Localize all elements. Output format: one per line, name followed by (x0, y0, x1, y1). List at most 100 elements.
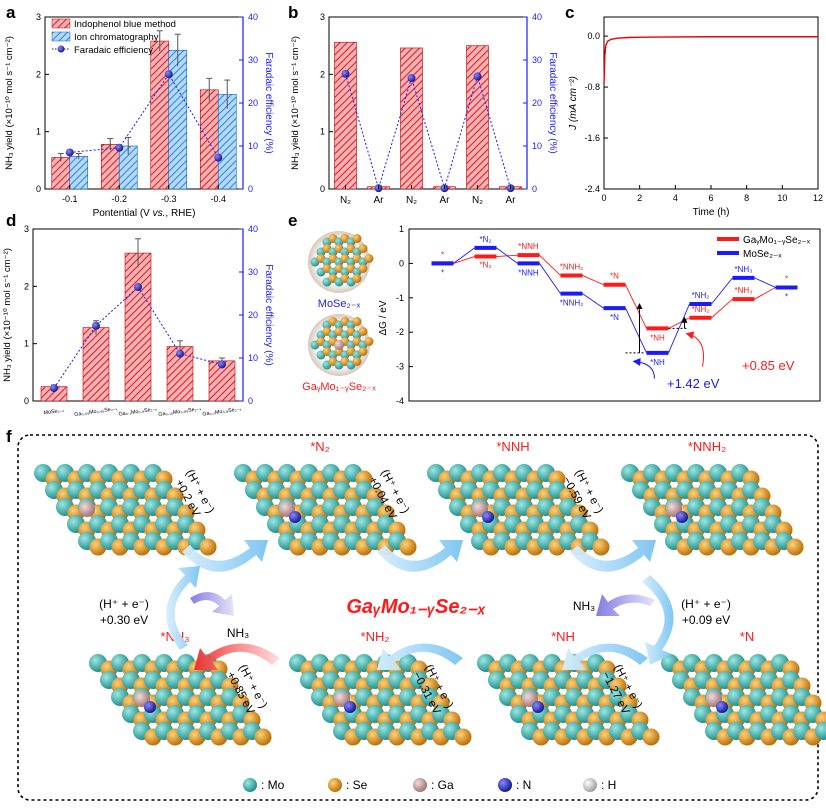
bar (401, 48, 423, 189)
fe-point (115, 144, 123, 152)
x-tick-label: N₂ (472, 195, 483, 206)
fe-point (474, 72, 482, 80)
x-axis-label-vs: vs. (153, 208, 166, 219)
se-atom (400, 539, 417, 556)
annotation-arrow (688, 334, 704, 367)
step-arrow (194, 643, 280, 670)
current-trace (604, 37, 818, 84)
y-tick-label: -2 (396, 327, 404, 337)
legend-label: Faradaic efficiency (74, 45, 153, 56)
y-tick-label: -2.4 (584, 184, 600, 194)
x-tick-label: -0.3 (161, 194, 177, 204)
x-tick-label: 6 (708, 193, 713, 203)
connector (583, 294, 604, 308)
y-tick-label: 0 (24, 396, 29, 406)
y2-tick-label: 40 (532, 12, 542, 22)
slab-model (661, 654, 826, 746)
y-tick-label: 1 (24, 339, 29, 349)
x-tick-label: Ga₀.₁Mo₀.₉Se₂₋ₓ (118, 406, 157, 417)
ga-atom (334, 340, 344, 350)
y-tick-label: 0.0 (587, 31, 600, 41)
fe-point (176, 350, 184, 358)
se-atom (593, 539, 610, 556)
legend-label: Indophenol blue method (74, 19, 176, 30)
legend-label: Ion chromatography (74, 32, 159, 43)
fe-point (50, 384, 58, 392)
chart-e: **N₂*NNH*NNH₂*N*NH*NH₂*NH₃***N₂*NNH*NNH₂… (378, 224, 820, 406)
y-tick-label: -0.8 (584, 82, 600, 92)
y2-axis-label: Faradaic efficiency (%) (263, 264, 274, 366)
legend-label: : N (516, 778, 531, 792)
n-atom (482, 511, 494, 523)
connector (454, 257, 475, 264)
y-axis-label: NH₃ yield (×10⁻¹⁰ mol s⁻¹ cm⁻²) (2, 248, 13, 382)
nh3-release-arrow (596, 594, 655, 616)
n-atom (716, 701, 728, 713)
y2-axis-label: Faradaic efficiency (%) (547, 52, 558, 154)
panel-label-d: d (6, 211, 16, 230)
legend-label: : Se (346, 778, 368, 792)
fe-point (214, 154, 222, 162)
y-tick-label: 1 (36, 127, 41, 137)
se-atom (353, 317, 362, 326)
ga-legend-atom (413, 778, 427, 792)
x-tick-label: Ga₀.₂Mo₀.₈Se₂₋ₓ (202, 406, 242, 417)
fe-point (92, 322, 100, 330)
se-atom (359, 244, 368, 253)
y2-tick-label: 10 (532, 141, 542, 151)
connector (540, 255, 561, 275)
bar (70, 156, 88, 189)
pcet-label: (H⁺ + e⁻) (99, 597, 149, 611)
y-tick-label: 1 (320, 127, 325, 137)
species-label: *NNH₂ (688, 439, 726, 454)
bar (52, 157, 70, 189)
y-tick-label: 0 (36, 184, 41, 194)
connector (712, 299, 733, 318)
y-axis-label: NH₃ yield (×10⁻¹⁰ mol s⁻¹ cm⁻²) (290, 36, 301, 170)
species-label: *NNH₂ (560, 262, 584, 271)
fe-point (218, 360, 226, 368)
y-tick-label: 0 (399, 258, 404, 268)
y2-tick-label: 10 (248, 141, 258, 151)
y2-tick-label: 0 (248, 184, 253, 194)
fe-point (134, 283, 142, 291)
x-tick-label: 2 (637, 193, 642, 203)
annotation-blue: +1.42 eV (667, 376, 720, 391)
x-tick-label: Ar (374, 195, 385, 206)
fe-point (408, 74, 416, 82)
nh3-label: NH₃ (573, 599, 595, 613)
y2-tick-label: 40 (248, 12, 258, 22)
x-tick-label: 12 (813, 193, 823, 203)
bar (151, 41, 169, 189)
se-atom (353, 357, 362, 366)
panel-label-e: e (288, 211, 297, 230)
n-atom (532, 701, 544, 713)
species-label: * (785, 292, 788, 301)
species-label: *NNH (518, 268, 539, 277)
step-energy: +0.30 eV (100, 613, 148, 627)
y-axis-label: NH₃ yield (×10⁻¹⁰ mol s⁻¹ cm⁻²) (4, 36, 15, 170)
se-atom (353, 234, 362, 243)
se-atom (359, 264, 368, 273)
legend-swatch (52, 32, 70, 41)
se-atom (643, 729, 660, 746)
se-atom (455, 729, 472, 746)
species-label: *NH₂ (692, 291, 710, 300)
legend: GaᵧMo₁₋ᵧSe₂₋ₓ MoSe₂₋ₓ (717, 235, 811, 260)
x-tick-label: Ga₀.₁₅Mo₀.₈₅Se₂₋ₓ (158, 406, 202, 418)
legend-swatch (52, 19, 70, 28)
mo-legend-atom (243, 778, 257, 792)
y-tick-label: 1 (399, 224, 404, 234)
h-legend-atom (583, 778, 597, 792)
x-tick-label: 4 (673, 193, 678, 203)
species-label: *NNH (496, 439, 529, 454)
y-tick-label: 0 (320, 184, 325, 194)
connector (454, 248, 475, 263)
bar (101, 144, 119, 189)
reaction-cycle: *N₂*NNH*NNH₂*NH₃*NH₂*NH*N (H⁺ + e⁻)+0.2 … (18, 435, 826, 800)
nh3-release-arrow (190, 592, 234, 616)
bar (125, 253, 151, 401)
